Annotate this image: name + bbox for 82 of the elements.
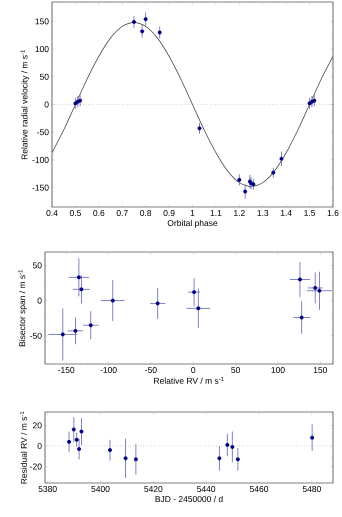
point: [318, 288, 322, 293]
y-tick-label: 0: [38, 442, 42, 449]
point: [60, 332, 65, 336]
point: [225, 442, 230, 447]
x-tick-label: 1: [190, 210, 195, 216]
y-tick-label: 50: [33, 262, 42, 268]
x-tick-label: 0.7: [116, 210, 128, 216]
point: [144, 17, 148, 22]
x-tick-label: 5460: [250, 486, 268, 492]
x-tick-label: 0.6: [93, 210, 104, 216]
point: [192, 290, 196, 294]
point: [218, 456, 222, 460]
x-tick-label: -100: [100, 367, 117, 374]
point: [134, 457, 138, 462]
x-tick-label: 1.6: [328, 210, 339, 216]
y-tick-label: -20: [30, 464, 42, 470]
point: [124, 456, 128, 460]
y-tick-label: 100: [36, 46, 49, 52]
point: [67, 440, 72, 444]
point: [140, 29, 144, 34]
x-tick-label: 5400: [92, 486, 110, 492]
y-axis-title: Bisector span / m s$^{-1}$: [18, 270, 28, 346]
y-tick-label: -50: [30, 332, 42, 339]
y-tick-label: 50: [40, 74, 49, 80]
point: [237, 178, 242, 182]
x-tick-label: 5420: [144, 486, 163, 492]
point: [80, 430, 84, 434]
point: [72, 427, 76, 432]
x-tick-label: 1.1: [210, 210, 222, 216]
point: [132, 20, 136, 24]
x-tick-label: 5440: [197, 486, 216, 492]
point: [236, 457, 240, 462]
point: [108, 448, 112, 452]
point: [196, 306, 200, 310]
x-axis-title: BJD - 2450000 / d: [156, 496, 223, 502]
y-tick-label: -50: [37, 129, 49, 136]
y-tick-label: 150: [36, 18, 49, 24]
point: [230, 444, 234, 449]
x-tick-label: 0: [191, 367, 196, 374]
point: [252, 182, 256, 186]
x-tick-label: 1.2: [234, 210, 245, 216]
y-tick-label: 0: [44, 102, 49, 108]
point: [74, 438, 79, 442]
y-tick-label: -100: [32, 156, 49, 163]
x-axis-title: Relative RV / m s$^{-1}$: [154, 376, 224, 384]
x-tick-label: 5380: [38, 486, 57, 492]
point: [77, 447, 82, 452]
point: [198, 126, 202, 130]
point: [271, 170, 276, 175]
point: [158, 30, 162, 34]
point: [280, 156, 284, 161]
point: [298, 277, 302, 282]
x-tick-label: 100: [272, 367, 285, 374]
x-tick-label: 1.5: [304, 210, 316, 216]
y-tick-label: 20: [33, 422, 42, 428]
x-tick-label: -50: [145, 367, 157, 374]
point: [300, 316, 304, 320]
point: [77, 275, 82, 280]
x-tick-label: 0.4: [46, 210, 58, 216]
point: [110, 298, 115, 303]
point: [243, 189, 248, 194]
x-tick-label: 1.4: [281, 210, 292, 216]
x-tick-label: 0.9: [164, 210, 175, 216]
point: [78, 98, 82, 103]
x-tick-label: 150: [314, 367, 328, 374]
point: [310, 436, 314, 440]
point: [80, 287, 84, 292]
point: [313, 286, 318, 290]
point: [88, 323, 93, 328]
x-tick-label: 5480: [302, 486, 322, 492]
x-tick-label: 0.5: [70, 210, 82, 216]
point: [156, 301, 160, 306]
y-tick-label: -150: [32, 184, 49, 191]
point: [74, 328, 78, 333]
y-axis-title: Residual RV / m s$^{-1}$: [20, 412, 28, 484]
y-tick-label: 0: [38, 298, 42, 304]
x-axis-title: Orbital phase: [168, 220, 218, 228]
x-tick-label: 1.3: [258, 210, 268, 216]
x-tick-label: 50: [231, 367, 240, 374]
y-axis-title: Relative radial velocity / m s$^{-1}$: [20, 50, 30, 160]
x-tick-label: -150: [58, 367, 74, 374]
x-tick-label: 0.8: [140, 210, 152, 216]
